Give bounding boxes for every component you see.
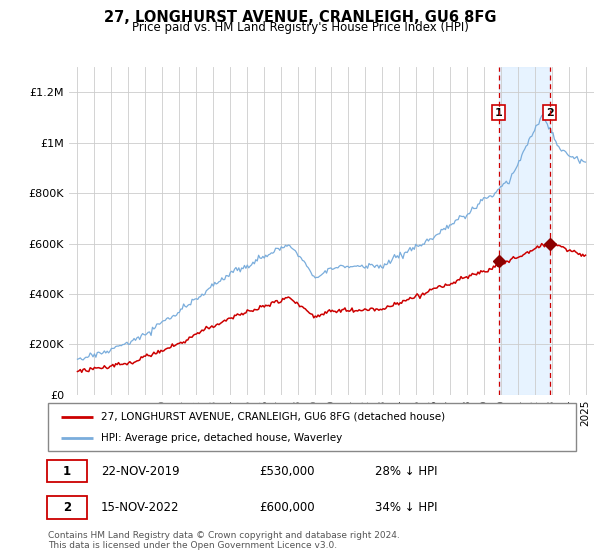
Text: 15-NOV-2022: 15-NOV-2022 <box>101 501 179 514</box>
Text: 2: 2 <box>62 501 71 514</box>
Text: 27, LONGHURST AVENUE, CRANLEIGH, GU6 8FG: 27, LONGHURST AVENUE, CRANLEIGH, GU6 8FG <box>104 10 496 25</box>
FancyBboxPatch shape <box>47 460 86 482</box>
Text: 27, LONGHURST AVENUE, CRANLEIGH, GU6 8FG (detached house): 27, LONGHURST AVENUE, CRANLEIGH, GU6 8FG… <box>101 412 445 422</box>
Text: 1: 1 <box>62 465 71 478</box>
Text: Price paid vs. HM Land Registry's House Price Index (HPI): Price paid vs. HM Land Registry's House … <box>131 21 469 34</box>
Text: 34% ↓ HPI: 34% ↓ HPI <box>376 501 438 514</box>
Text: £600,000: £600,000 <box>259 501 315 514</box>
FancyBboxPatch shape <box>47 496 86 519</box>
Text: 28% ↓ HPI: 28% ↓ HPI <box>376 465 438 478</box>
Text: £530,000: £530,000 <box>259 465 315 478</box>
Text: 22-NOV-2019: 22-NOV-2019 <box>101 465 179 478</box>
Text: Contains HM Land Registry data © Crown copyright and database right 2024.
This d: Contains HM Land Registry data © Crown c… <box>48 531 400 550</box>
Text: HPI: Average price, detached house, Waverley: HPI: Average price, detached house, Wave… <box>101 433 342 444</box>
Text: 1: 1 <box>495 108 503 118</box>
Text: 2: 2 <box>546 108 554 118</box>
Bar <box>499 67 550 395</box>
